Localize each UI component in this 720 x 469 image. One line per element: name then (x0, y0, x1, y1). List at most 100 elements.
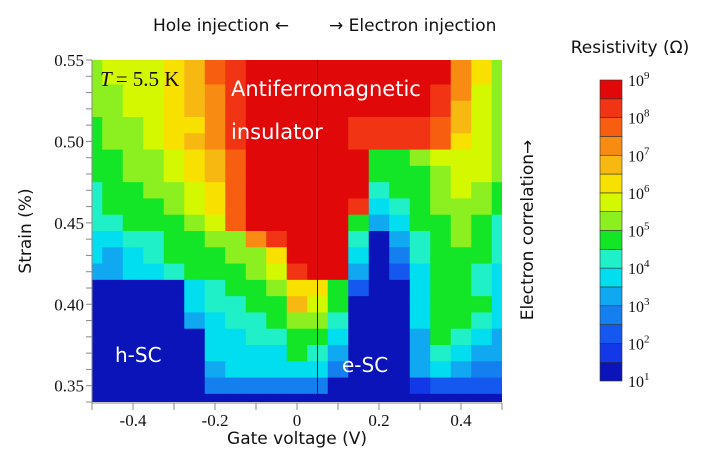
heatmap-cell (163, 393, 185, 402)
heatmap-cell (491, 214, 502, 232)
heatmap-cell (225, 165, 247, 183)
heatmap-cell (471, 100, 493, 118)
heatmap-cell (491, 247, 502, 265)
heatmap-cell (471, 60, 493, 69)
heatmap-cell (389, 279, 411, 297)
heatmap-cell (184, 312, 206, 330)
heatmap-cell (327, 60, 349, 69)
heatmap-cell (92, 182, 103, 200)
heatmap-cell (471, 182, 493, 200)
heatmap-cell (286, 377, 308, 395)
heatmap-cell (450, 117, 472, 134)
heatmap-cell (266, 100, 288, 118)
heatmap-cell (389, 377, 411, 395)
heatmap-cell (409, 60, 431, 69)
heatmap-cell (389, 247, 411, 265)
heatmap-cell (409, 165, 431, 183)
heatmap-cell (102, 345, 124, 362)
heatmap-cell (348, 68, 370, 86)
heatmap-cell (348, 312, 370, 330)
heatmap-cell (409, 231, 431, 248)
colorbar-swatch (599, 324, 623, 344)
heatmap-cell (327, 182, 349, 200)
colorbar-swatch (599, 211, 623, 231)
heatmap-cells (92, 60, 502, 402)
heatmap-cell (184, 133, 206, 151)
y-tick-label: 0.40 (54, 295, 84, 314)
heatmap-cell (450, 100, 472, 118)
heatmap-cell (225, 377, 247, 395)
heatmap-cell (163, 247, 185, 265)
heatmap-cell (184, 279, 206, 297)
heatmap-cell (184, 361, 206, 379)
heatmap-cell (327, 361, 349, 379)
heatmap-cell (122, 377, 144, 395)
heatmap-cell (430, 198, 452, 216)
hole-injection-label: Hole injection ← (153, 16, 289, 36)
heatmap-cell (266, 133, 288, 151)
heatmap-cell (409, 296, 431, 314)
heatmap-cell (368, 345, 390, 362)
heatmap-cell (430, 149, 452, 167)
heatmap-cell (327, 100, 349, 118)
heatmap-cell (225, 100, 247, 118)
heatmap-cell (389, 231, 411, 248)
heatmap-cell (163, 328, 185, 346)
heatmap-cell (225, 247, 247, 265)
heatmap-cell (225, 361, 247, 379)
heatmap-cell (389, 84, 411, 102)
heatmap-cell (450, 231, 472, 248)
heatmap-cell (204, 182, 226, 200)
heatmap-cell (163, 345, 185, 362)
heatmap-cell (143, 393, 165, 402)
heatmap-cell (204, 214, 226, 232)
y-tick-label: 0.55 (54, 51, 84, 70)
heatmap-cell (225, 231, 247, 248)
heatmap-cell (245, 377, 267, 395)
heatmap-cell (225, 198, 247, 216)
heatmap-cell (266, 247, 288, 265)
heatmap-cell (491, 84, 502, 102)
heatmap-cell (184, 198, 206, 216)
heatmap-cell (143, 133, 165, 151)
heatmap-cell (102, 214, 124, 232)
heatmap-cell (184, 165, 206, 183)
heatmap-cell (122, 279, 144, 297)
heatmap-cell (430, 231, 452, 248)
heatmap-cell (143, 182, 165, 200)
heatmap-cell (163, 133, 185, 151)
heatmap-cell (491, 328, 502, 346)
electron-sc-label: e-SC (342, 353, 388, 377)
heatmap-cell (450, 296, 472, 314)
heatmap-cell (389, 198, 411, 216)
heatmap-cell (327, 296, 349, 314)
heatmap-cell (245, 345, 267, 362)
heatmap-cell (122, 345, 144, 362)
heatmap-cell (491, 133, 502, 151)
heatmap-cell (184, 263, 206, 281)
hole-sc-label: h-SC (115, 343, 162, 367)
heatmap-cell (430, 68, 452, 86)
colorbar-tick-label: 101 (628, 371, 650, 391)
heatmap-cell (389, 361, 411, 379)
heatmap-cell (163, 312, 185, 330)
heatmap-cell (348, 117, 370, 134)
heatmap-cell (430, 165, 452, 183)
temperature-label: T = 5.5 K (100, 67, 179, 91)
heatmap-cell (225, 182, 247, 200)
heatmap-cell (471, 345, 493, 362)
heatmap-cell (327, 377, 349, 395)
heatmap-cell (143, 84, 165, 102)
heatmap-cell (368, 100, 390, 118)
colorbar-swatch (599, 173, 623, 194)
heatmap-cell (122, 100, 144, 118)
heatmap-cell (92, 345, 103, 362)
heatmap-cell (225, 117, 247, 134)
heatmap-cell (184, 68, 206, 86)
heatmap-cell (368, 231, 390, 248)
colorbar-tick-label: 102 (628, 333, 650, 353)
heatmap-cell (409, 328, 431, 346)
heatmap-cell (450, 263, 472, 281)
y-tick-label: 0.35 (54, 377, 84, 396)
heatmap-cell (368, 149, 390, 167)
